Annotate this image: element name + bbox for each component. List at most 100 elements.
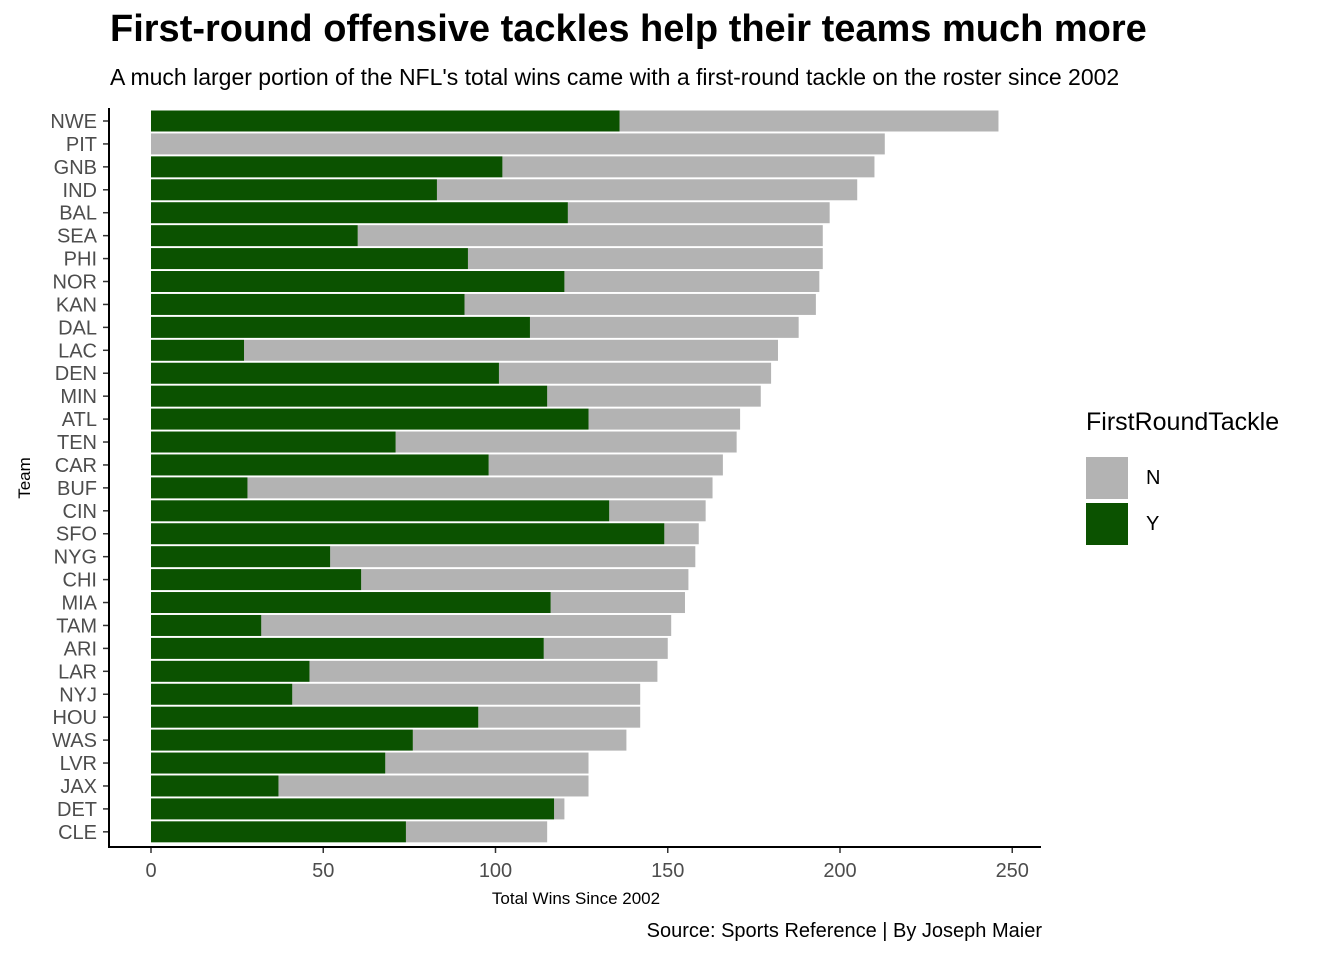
bar-mia-n [550,592,685,614]
bar-hou-n [478,706,641,728]
x-tick-label-100: 100 [479,860,512,882]
bar-sfo-n [664,523,699,545]
bar-den-y [151,362,499,384]
y-tick-label-buf: BUF [57,478,97,500]
bar-chi-n [361,569,689,591]
y-tick-label-nyj: NYJ [59,684,97,706]
bar-kan-y [151,293,465,315]
legend: FirstRoundTackle N Y [1086,408,1279,547]
bar-phi-n [467,248,823,270]
bar-ind-y [151,179,437,201]
bar-nwe-n [619,110,999,132]
x-tick-label-150: 150 [651,860,684,882]
legend-item-y: Y [1086,501,1279,547]
y-tick-label-lac: LAC [58,340,97,362]
bar-phi-y [151,248,468,270]
bar-lar-y [151,660,310,682]
y-tick-label-tam: TAM [56,615,97,637]
bar-cle-n [405,821,548,843]
bar-den-n [498,362,772,384]
bar-bal-y [151,202,568,224]
bar-gnb-y [151,156,503,178]
y-axis-title: Team [15,457,34,499]
x-axis-title: Total Wins Since 2002 [492,889,660,908]
y-tick-label-ten: TEN [57,432,97,454]
y-tick-label-min: MIN [60,386,97,408]
chart-subtitle: A much larger portion of the NFL's total… [110,64,1120,90]
bar-nor-n [564,271,820,293]
bar-ten-y [151,431,396,453]
y-tick-label-atl: ATL [62,409,97,431]
bar-ind-n [436,179,858,201]
y-tick-label-lar: LAR [58,661,97,683]
bar-nyg-y [151,546,331,568]
y-tick-label-dal: DAL [58,317,97,339]
bar-sfo-y [151,523,665,545]
y-tick-label-hou: HOU [53,707,97,729]
bar-det-y [151,798,555,820]
y-tick-label-nyg: NYG [54,547,97,569]
bar-bal-n [567,202,830,224]
bar-jax-n [278,775,589,797]
bar-lvr-y [151,752,386,774]
bar-lar-n [309,660,658,682]
y-tick-label-was: WAS [52,730,97,752]
y-tick-label-phi: PHI [64,249,97,271]
bar-buf-y [151,477,248,499]
y-tick-label-mia: MIA [61,593,97,615]
y-tick-label-jax: JAX [60,776,97,798]
bar-tam-y [151,614,262,636]
bar-det-n [554,798,565,820]
bar-nyg-n [330,546,696,568]
bar-dal-n [529,316,799,338]
y-tick-label-kan: KAN [56,294,97,316]
bar-atl-y [151,408,589,430]
bar-car-y [151,454,489,476]
bar-atl-n [588,408,741,430]
y-tick-label-lvr: LVR [60,753,97,775]
bar-was-y [151,729,413,751]
bar-buf-n [247,477,713,499]
y-tick-label-car: CAR [55,455,97,477]
legend-title: FirstRoundTackle [1086,408,1280,436]
bar-lac-y [151,339,245,361]
bar-nwe-y [151,110,620,132]
y-tick-label-ind: IND [63,180,97,202]
bar-sea-n [357,225,823,247]
bar-cle-y [151,821,406,843]
y-tick-label-cin: CIN [63,501,97,523]
bar-tam-n [261,614,672,636]
bar-min-n [547,385,761,407]
legend-item-n: N [1086,455,1279,501]
x-tick-label-0: 0 [145,860,156,882]
bar-lvr-n [385,752,589,774]
x-tick-label-50: 50 [312,860,334,882]
legend-key-n [1086,457,1128,499]
bar-lac-n [244,339,778,361]
bar-jax-y [151,775,279,797]
y-tick-label-gnb: GNB [54,157,97,179]
chart-title: First-round offensive tackles help their… [110,8,1147,50]
bar-nor-y [151,271,565,293]
bar-mia-y [151,592,551,614]
bar-was-n [412,729,627,751]
bar-chi-y [151,569,362,591]
legend-key-y [1086,503,1128,545]
bar-sea-y [151,225,358,247]
y-axis-ticks: NWEPITGNBINDBALSEAPHINORKANDALLACDENMINA… [50,111,109,844]
bar-cin-y [151,500,610,522]
y-tick-label-den: DEN [55,363,97,385]
y-tick-label-chi: CHI [63,570,97,592]
y-tick-label-pit: PIT [66,134,97,156]
chart-caption: Source: Sports Reference | By Joseph Mai… [646,920,1042,942]
y-tick-label-nwe: NWE [50,111,97,133]
bar-car-n [488,454,723,476]
x-axis-ticks: 0 50 100 150 200 250 [145,847,1029,882]
y-tick-label-bal: BAL [59,203,97,225]
y-tick-label-sfo: SFO [56,524,97,546]
bar-min-y [151,385,548,407]
bars-group [151,110,999,843]
legend-label-n: N [1146,466,1161,489]
y-tick-label-cle: CLE [58,822,97,844]
